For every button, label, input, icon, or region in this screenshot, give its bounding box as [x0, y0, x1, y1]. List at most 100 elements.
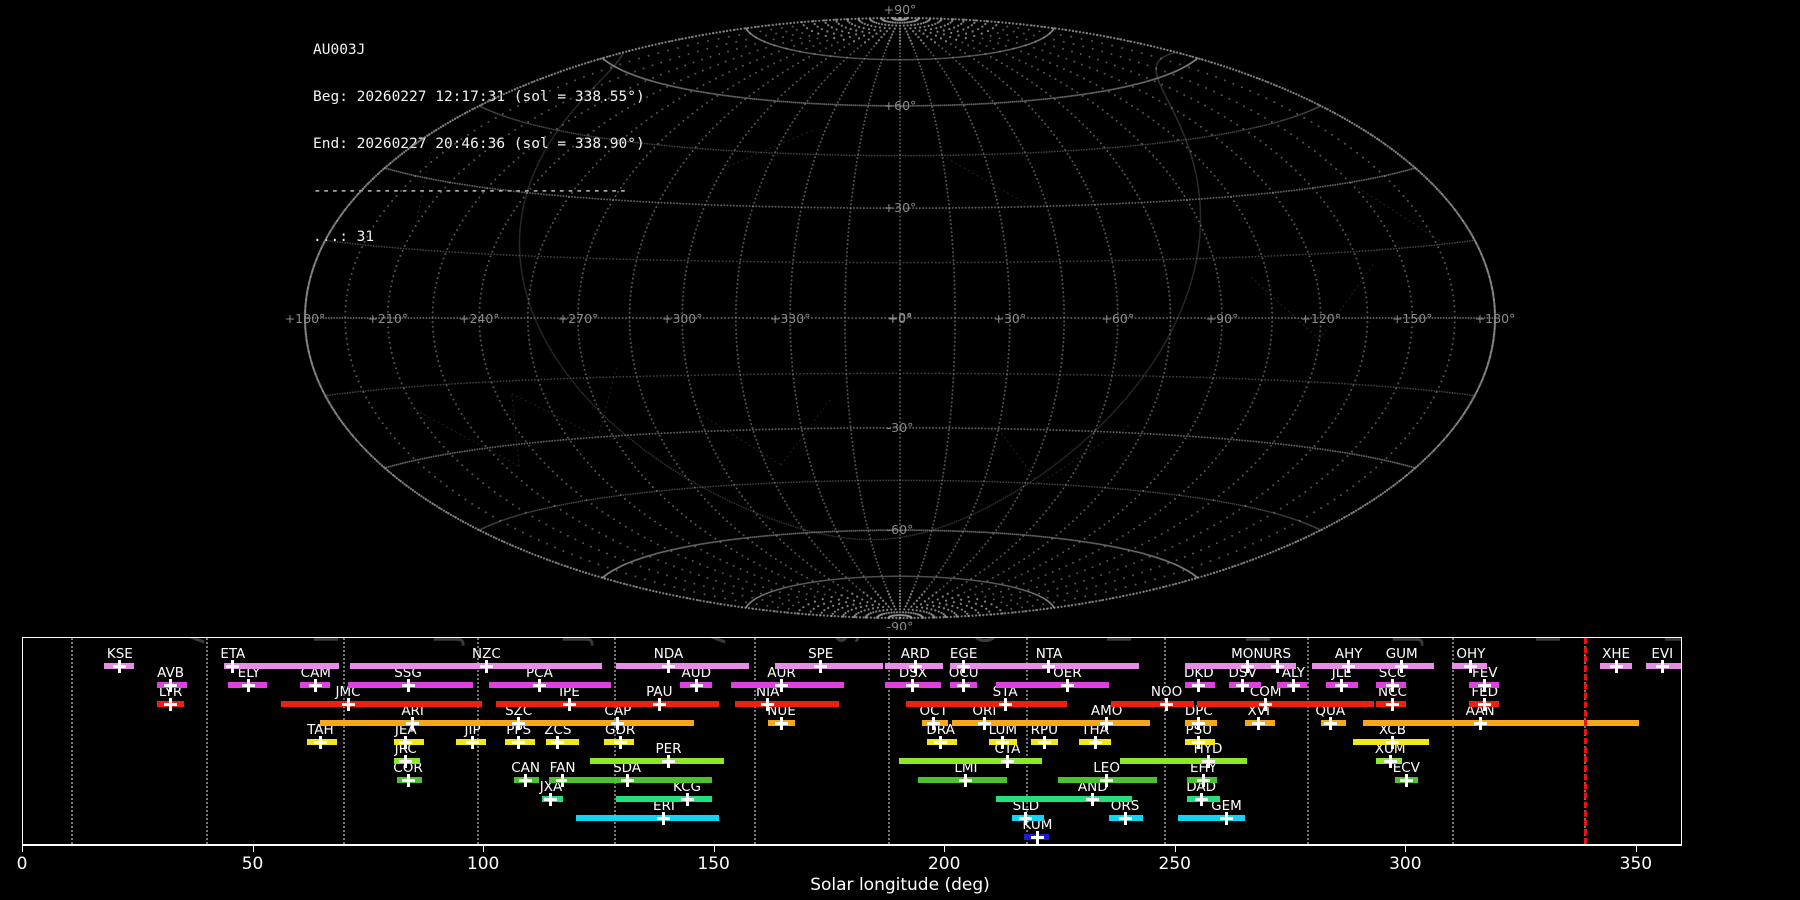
shower-activity-bar[interactable]	[394, 739, 425, 745]
shower-activity-bar[interactable]	[1187, 796, 1220, 802]
shower-activity-bar[interactable]	[1185, 720, 1218, 726]
shower-activity-bar[interactable]	[1376, 682, 1407, 688]
shower-activity-bar[interactable]	[281, 701, 482, 707]
month-separator	[1164, 638, 1167, 844]
shower-activity-bar[interactable]	[396, 777, 422, 783]
shower-code-label: COR	[393, 760, 423, 776]
shower-activity-bar[interactable]	[350, 663, 602, 669]
shower-activity-bar[interactable]	[989, 739, 1017, 745]
shower-activity-bar[interactable]	[995, 796, 1132, 802]
shower-activity-bar[interactable]	[1228, 682, 1262, 688]
shower-activity-bar[interactable]	[1120, 758, 1248, 764]
shower-code-label: OCU	[948, 665, 979, 681]
shower-activity-bar[interactable]	[1058, 777, 1158, 783]
shower-activity-bar[interactable]	[1185, 739, 1215, 745]
shower-activity-bar[interactable]	[1185, 663, 1292, 669]
shower-activity-bar[interactable]	[590, 758, 724, 764]
shower-activity-bar[interactable]	[1030, 739, 1059, 745]
shower-activity-bar[interactable]	[926, 739, 957, 745]
shower-activity-bar[interactable]	[299, 682, 330, 688]
shower-activity-bar[interactable]	[1362, 720, 1640, 726]
shower-activity-bar[interactable]	[680, 682, 713, 688]
shower-activity-bar[interactable]	[922, 720, 948, 726]
shower-activity-bar[interactable]	[730, 682, 844, 688]
shower-activity-bar[interactable]	[456, 739, 487, 745]
shower-code-label: DAD	[1186, 779, 1217, 795]
shower-activity-bar[interactable]	[767, 720, 796, 726]
shower-activity-bar[interactable]	[1081, 720, 1151, 726]
shower-activity-bar[interactable]	[1452, 663, 1488, 669]
shower-activity-bar[interactable]	[103, 663, 134, 669]
header-end: End: 20260227 20:46:36 (sol = 338.90°)	[313, 135, 645, 152]
shower-activity-bar[interactable]	[949, 682, 978, 688]
shower-activity-bar[interactable]	[1376, 701, 1407, 707]
shower-activity-bar[interactable]	[917, 777, 1008, 783]
shower-activity-bar[interactable]	[228, 682, 268, 688]
shower-activity-bar[interactable]	[1178, 815, 1245, 821]
shower-activity-bar[interactable]	[555, 720, 694, 726]
month-label: MAY	[307, 638, 346, 644]
shower-activity-bar[interactable]	[615, 663, 750, 669]
shower-activity-bar[interactable]	[1600, 663, 1633, 669]
shower-activity-bar[interactable]	[1468, 682, 1499, 688]
shower-activity-bar[interactable]	[1078, 739, 1112, 745]
shower-activity-bar[interactable]	[615, 796, 713, 802]
shower-activity-bar[interactable]	[885, 682, 941, 688]
shower-activity-bar[interactable]	[156, 682, 187, 688]
shower-activity-bar[interactable]	[1311, 663, 1386, 669]
shower-code-label: PER	[655, 741, 682, 757]
shower-activity-bar[interactable]	[989, 663, 1139, 669]
shower-activity-timeline[interactable]: APRMAYJUNJULAUGSEPOCTNOVDECJANFEBMARKUME…	[22, 637, 1682, 845]
shower-activity-bar[interactable]	[885, 663, 943, 669]
galactic-plane	[518, 51, 1202, 541]
shower-activity-bar[interactable]	[504, 739, 535, 745]
shower-code-label: EHY	[1189, 760, 1217, 776]
shower-activity-bar[interactable]	[541, 796, 563, 802]
shower-activity-bar[interactable]	[1394, 777, 1418, 783]
shower-activity-bar[interactable]	[223, 663, 339, 669]
shower-activity-bar[interactable]	[320, 720, 664, 726]
shower-activity-bar[interactable]	[952, 720, 1086, 726]
shower-activity-bar[interactable]	[1023, 834, 1049, 840]
shower-activity-bar[interactable]	[899, 758, 1043, 764]
shower-activity-bar[interactable]	[504, 720, 535, 726]
shower-activity-bar[interactable]	[348, 682, 473, 688]
shower-activity-bar[interactable]	[1111, 701, 1195, 707]
shower-activity-bar[interactable]	[394, 758, 420, 764]
shower-code-label: LEO	[1093, 760, 1120, 776]
shower-activity-bar[interactable]	[604, 739, 634, 745]
shower-activity-bar[interactable]	[1353, 739, 1430, 745]
axis-tick	[1174, 845, 1176, 852]
shower-activity-bar[interactable]	[1187, 777, 1218, 783]
shower-activity-bar[interactable]	[488, 682, 611, 688]
shower-activity-bar[interactable]	[1254, 663, 1296, 669]
shower-activity-bar[interactable]	[514, 777, 540, 783]
shower-code-label: DSX	[898, 665, 928, 681]
shower-activity-bar[interactable]	[306, 739, 337, 745]
shower-activity-bar[interactable]	[1321, 720, 1347, 726]
shower-activity-bar[interactable]	[576, 815, 720, 821]
shower-activity-bar[interactable]	[1196, 701, 1375, 707]
shower-activity-bar[interactable]	[774, 663, 883, 669]
shower-activity-bar[interactable]	[1376, 758, 1402, 764]
shower-activity-bar[interactable]	[1185, 682, 1215, 688]
shower-activity-bar[interactable]	[735, 701, 840, 707]
shower-code-label: AUR	[767, 665, 796, 681]
shower-code-label: ETA	[220, 646, 246, 662]
shower-activity-bar[interactable]	[1277, 682, 1308, 688]
shower-activity-bar[interactable]	[1244, 720, 1275, 726]
shower-activity-bar[interactable]	[995, 682, 1109, 688]
shower-activity-bar[interactable]	[1325, 682, 1358, 688]
shower-activity-bar[interactable]	[156, 701, 185, 707]
shower-activity-bar[interactable]	[546, 739, 579, 745]
shower-activity-bar[interactable]	[606, 701, 720, 707]
axis-tick-label: 250	[1158, 854, 1191, 874]
shower-activity-bar[interactable]	[1376, 663, 1434, 669]
shower-activity-bar[interactable]	[1012, 815, 1045, 821]
shower-activity-bar[interactable]	[1468, 701, 1499, 707]
shower-activity-bar[interactable]	[1108, 815, 1144, 821]
shower-activity-bar[interactable]	[567, 777, 713, 783]
shower-activity-bar[interactable]	[1646, 663, 1681, 669]
shower-code-label: OER	[1053, 665, 1082, 681]
shower-activity-bar[interactable]	[906, 701, 1068, 707]
